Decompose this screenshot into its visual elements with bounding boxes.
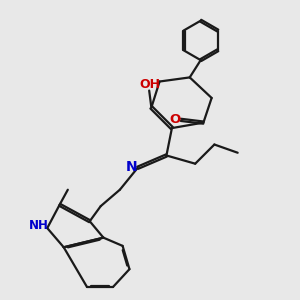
Text: OH: OH: [140, 78, 160, 91]
Text: O: O: [170, 113, 181, 126]
Text: N: N: [126, 160, 137, 174]
Text: NH: NH: [29, 219, 49, 232]
